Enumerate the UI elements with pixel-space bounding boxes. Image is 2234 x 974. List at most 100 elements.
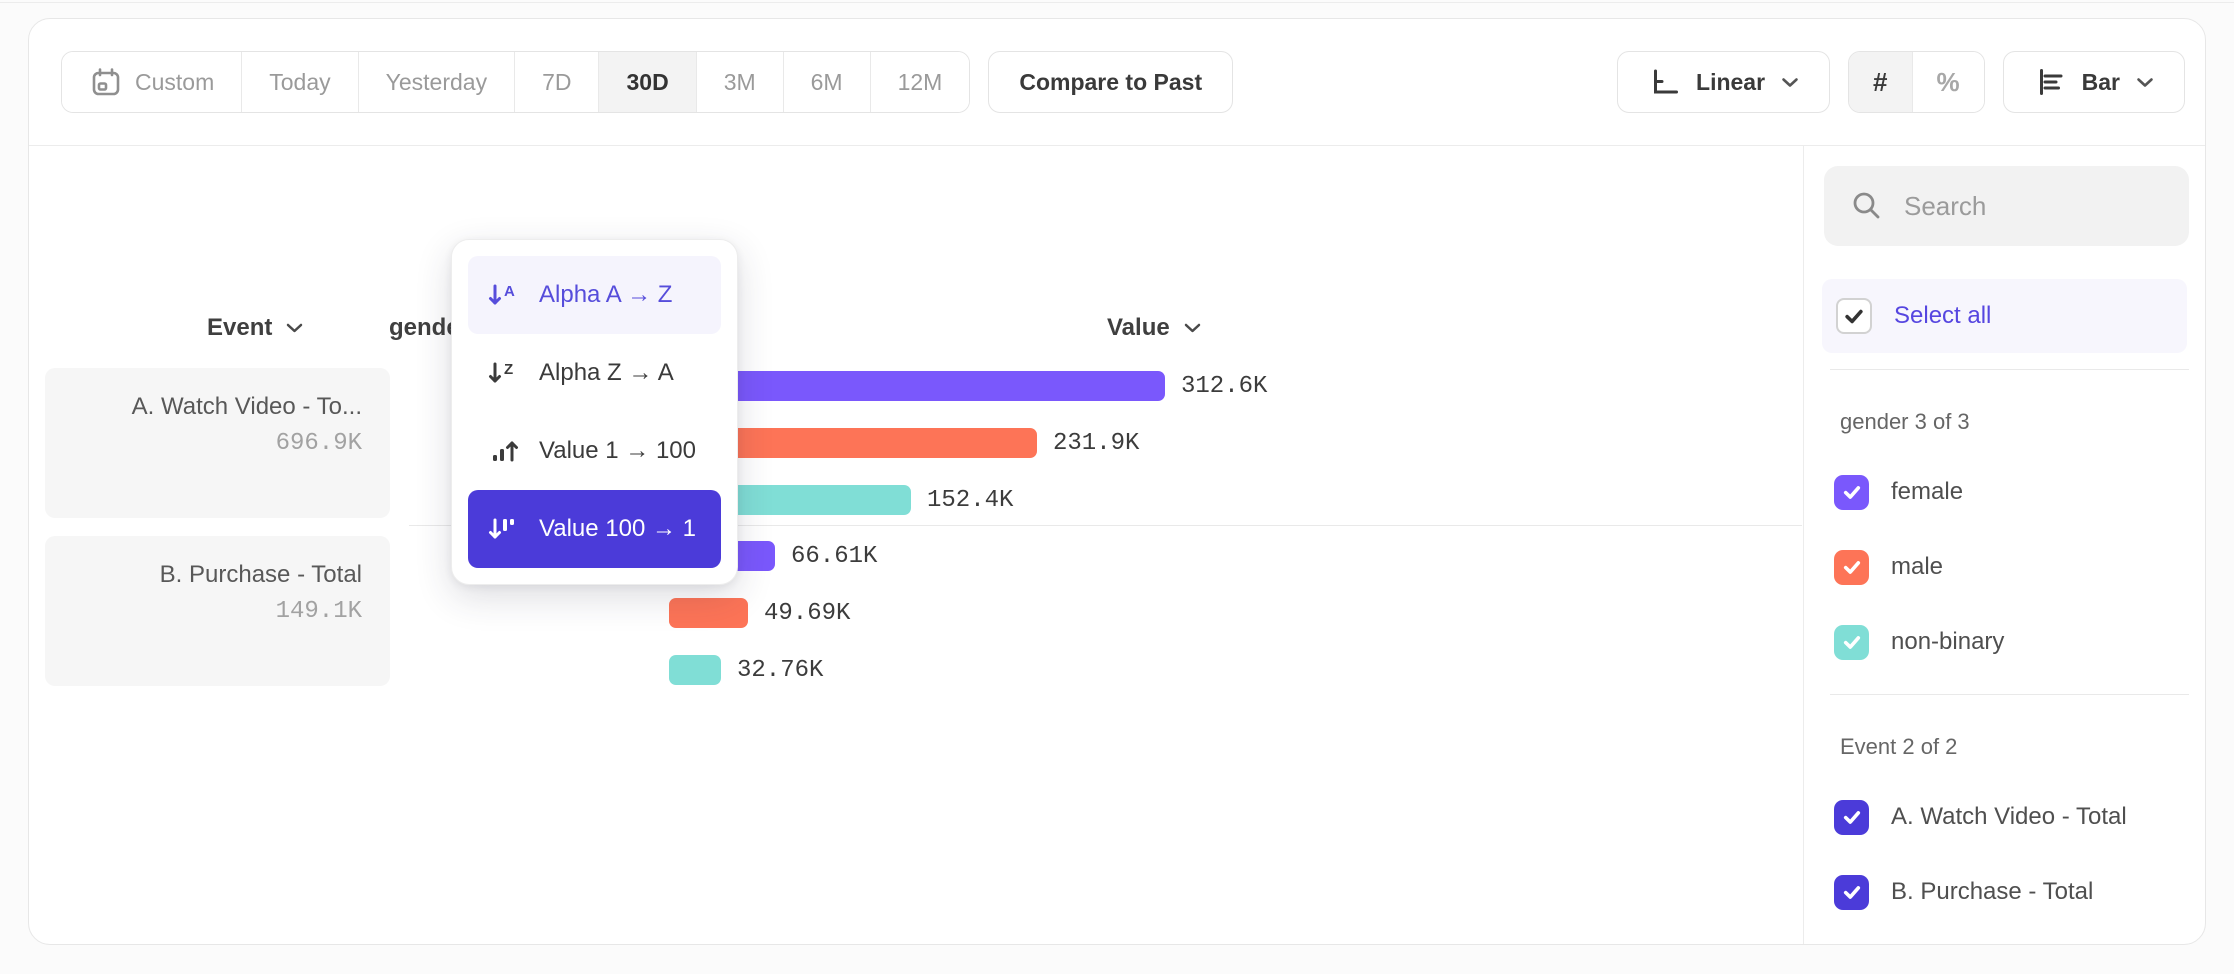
bar-value-label: 231.9K	[1053, 430, 1140, 457]
date-range-3m[interactable]: 3M	[695, 52, 783, 112]
bar[interactable]	[669, 371, 1165, 401]
toolbar-left: Custom Today Yesterday 7D 30D 3M 6M 12M …	[61, 51, 1234, 113]
checkbox-purchase[interactable]	[1834, 874, 1869, 910]
sort-option-value-desc[interactable]: Value 100 → 1	[468, 490, 721, 568]
filter-item-non-binary[interactable]: non-binary	[1834, 624, 2189, 660]
sort-value-desc-icon	[486, 512, 522, 546]
svg-text:Z: Z	[504, 361, 513, 378]
sort-alpha-desc-icon: Z	[486, 356, 522, 390]
event-name: B. Purchase - Total	[159, 561, 362, 588]
sort-option-alpha-desc[interactable]: Z Alpha Z → A	[468, 334, 721, 412]
chevron-down-icon	[1184, 323, 1201, 333]
search-icon	[1848, 188, 1884, 224]
column-header-label: Event	[207, 314, 273, 341]
sort-menu: A Alpha A → Z Z Alpha Z → A	[451, 239, 738, 585]
date-range-label: Custom	[135, 68, 215, 95]
column-header-label: Value	[1107, 314, 1170, 341]
sidebar-divider	[1830, 369, 2189, 370]
chevron-down-icon	[1781, 77, 1799, 88]
filter-item-male[interactable]: male	[1834, 549, 2189, 585]
bar-value-label: 49.69K	[764, 600, 851, 627]
sort-option-alpha-asc[interactable]: A Alpha A → Z	[468, 256, 721, 334]
event-name: A. Watch Video - To...	[131, 393, 362, 420]
filter-item-female[interactable]: female	[1834, 474, 2189, 510]
date-range-label: 7D	[542, 68, 572, 95]
date-range-label: 3M	[723, 68, 756, 95]
date-range-picker: Custom Today Yesterday 7D 30D 3M 6M 12M	[61, 51, 971, 113]
checkbox-watch-video[interactable]	[1834, 799, 1869, 835]
select-all-checkbox[interactable]	[1836, 298, 1872, 334]
bar-value-label: 152.4K	[927, 487, 1014, 514]
page-top-divider	[0, 2, 2234, 3]
sort-option-label: Alpha Z → A	[539, 359, 674, 386]
sort-option-value-asc[interactable]: Value 1 → 100	[468, 412, 721, 490]
filter-item-watch-video[interactable]: A. Watch Video - Total	[1834, 799, 2189, 835]
value-format-toggle: # %	[1848, 51, 1985, 113]
filter-item-purchase[interactable]: B. Purchase - Total	[1834, 874, 2189, 910]
filter-item-label: B. Purchase - Total	[1891, 878, 2094, 905]
chevron-down-icon	[286, 323, 303, 333]
checkbox-male[interactable]	[1834, 549, 1869, 585]
filter-item-label: A. Watch Video - Total	[1891, 803, 2127, 830]
group-divider	[409, 525, 1802, 526]
sort-alpha-asc-icon: A	[486, 278, 522, 312]
toolbar: Custom Today Yesterday 7D 30D 3M 6M 12M …	[29, 19, 2205, 146]
event-row-card[interactable]: A. Watch Video - To... 696.9K	[45, 368, 390, 518]
date-range-30d[interactable]: 30D	[598, 52, 696, 112]
svg-text:A: A	[504, 283, 515, 300]
hash-icon: #	[1873, 66, 1888, 97]
compare-to-past-label: Compare to Past	[1019, 68, 1203, 95]
sort-value-asc-icon	[486, 434, 522, 468]
calendar-icon	[89, 65, 123, 99]
scale-label: Linear	[1696, 68, 1766, 95]
select-all-row[interactable]: Select all	[1822, 279, 2187, 353]
date-range-label: 12M	[897, 68, 943, 95]
percent-icon: %	[1936, 66, 1960, 97]
filter-item-label: female	[1891, 478, 1964, 505]
bar[interactable]	[669, 655, 721, 685]
checkbox-non-binary[interactable]	[1834, 624, 1869, 660]
event-total: 149.1K	[275, 598, 362, 625]
sort-option-label: Value 100 → 1	[539, 515, 696, 542]
chevron-down-icon	[2136, 77, 2154, 88]
date-range-12m[interactable]: 12M	[869, 52, 970, 112]
number-format-button[interactable]: #	[1849, 52, 1912, 112]
report-card: Custom Today Yesterday 7D 30D 3M 6M 12M …	[28, 18, 2234, 945]
bar-chart-icon	[2034, 65, 2068, 99]
sort-option-label: Value 1 → 100	[539, 437, 696, 464]
filter-item-label: non-binary	[1891, 628, 2005, 655]
percent-format-button[interactable]: %	[1911, 52, 1984, 112]
column-header-value[interactable]: Value	[1107, 314, 1201, 342]
search-input[interactable]	[1904, 190, 2234, 222]
bar-value-label: 32.76K	[737, 657, 824, 684]
chart-type-button[interactable]: Bar	[2002, 51, 2185, 113]
select-all-label: Select all	[1894, 302, 1992, 329]
axis-icon	[1648, 65, 1682, 99]
date-range-label: 30D	[626, 68, 669, 95]
scale-selector-button[interactable]: Linear	[1617, 51, 1831, 113]
section-title-gender: gender 3 of 3	[1840, 409, 1970, 434]
sidebar-divider	[1830, 694, 2189, 695]
date-range-label: Today	[269, 68, 331, 95]
event-total: 696.9K	[275, 430, 362, 457]
date-range-6m[interactable]: 6M	[782, 52, 870, 112]
bar[interactable]	[669, 598, 748, 628]
checkbox-female[interactable]	[1834, 474, 1869, 510]
chart-type-label: Bar	[2081, 68, 2120, 95]
filter-sidebar: Select all gender 3 of 3 female male non…	[1803, 146, 2234, 944]
section-title-event: Event 2 of 2	[1840, 734, 1958, 759]
date-range-yesterday[interactable]: Yesterday	[357, 52, 515, 112]
date-range-7d[interactable]: 7D	[514, 52, 599, 112]
bar-value-label: 66.61K	[791, 543, 878, 570]
date-range-label: Yesterday	[385, 68, 488, 95]
sort-option-label: Alpha A → Z	[539, 281, 673, 308]
filter-item-label: male	[1891, 553, 1944, 580]
date-range-label: 6M	[810, 68, 843, 95]
date-range-custom[interactable]: Custom	[62, 52, 242, 112]
search-box	[1824, 166, 2234, 246]
compare-to-past-button[interactable]: Compare to Past	[988, 51, 1234, 113]
event-row-card[interactable]: B. Purchase - Total 149.1K	[45, 536, 390, 686]
column-header-event[interactable]: Event	[207, 314, 303, 342]
date-range-today[interactable]: Today	[241, 52, 358, 112]
bar-value-label: 312.6K	[1181, 373, 1268, 400]
